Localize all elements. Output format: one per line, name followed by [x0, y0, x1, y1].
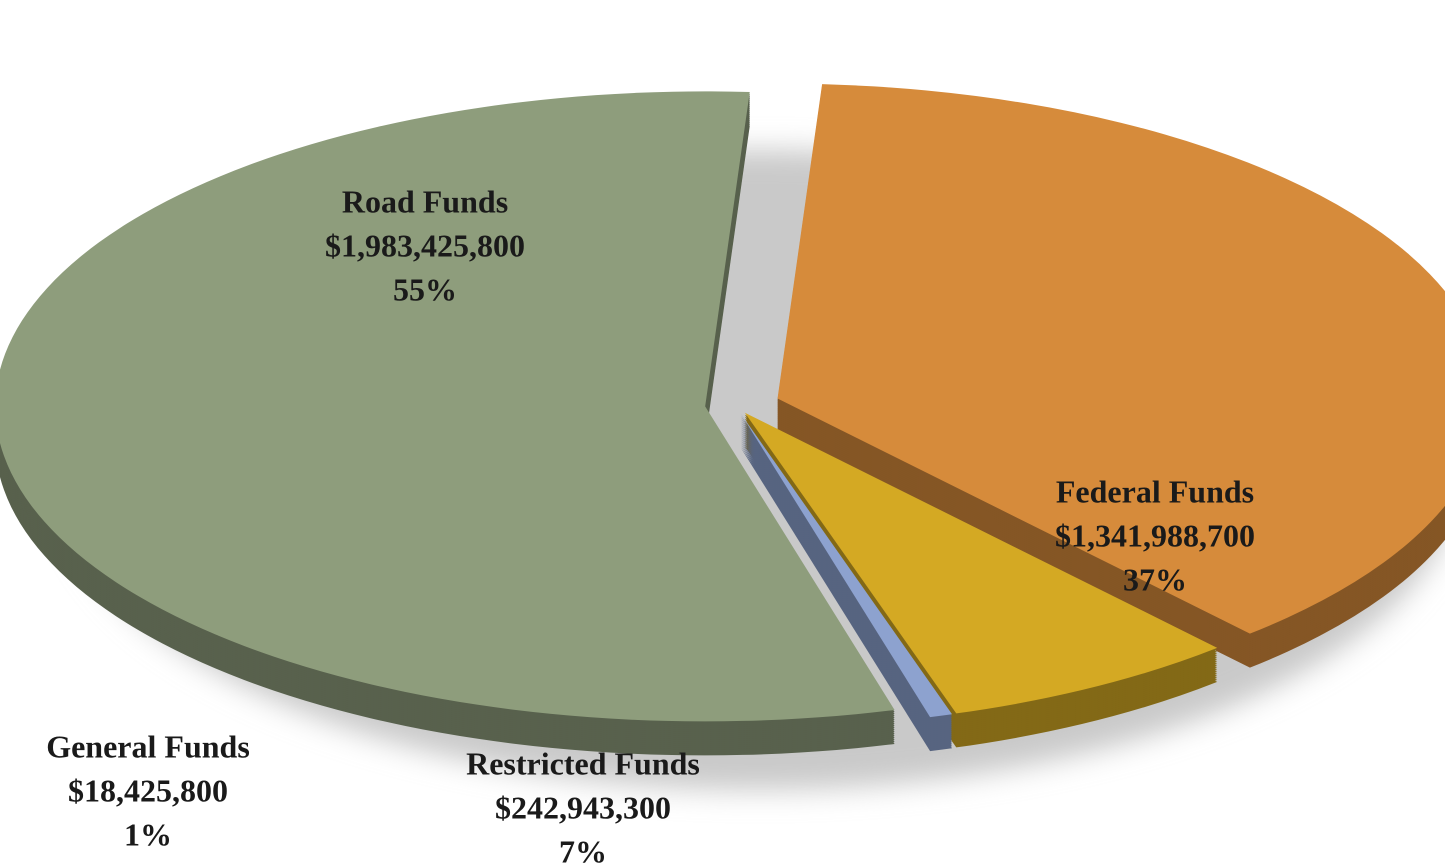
percent-label: 55%	[393, 271, 457, 307]
amount-label: $242,943,300	[495, 789, 671, 825]
amount-label: $18,425,800	[68, 772, 228, 808]
amount-label: $1,983,425,800	[325, 227, 525, 263]
percent-label: 37%	[1123, 561, 1187, 597]
slices	[0, 84, 1445, 756]
slice	[744, 412, 1218, 714]
percent-label: 1%	[124, 816, 172, 852]
category-label: Federal Funds	[1056, 473, 1254, 509]
percent-label: 7%	[559, 833, 607, 868]
slice	[740, 413, 953, 718]
slice	[0, 91, 895, 722]
amount-label: $1,341,988,700	[1055, 517, 1255, 553]
category-label: General Funds	[46, 728, 250, 764]
category-label: Road Funds	[342, 183, 508, 219]
labels: Federal Funds $1,341,988,700 37% Restricted…	[46, 183, 1255, 868]
slice	[777, 84, 1445, 634]
category-label: Restricted Funds	[466, 745, 700, 781]
